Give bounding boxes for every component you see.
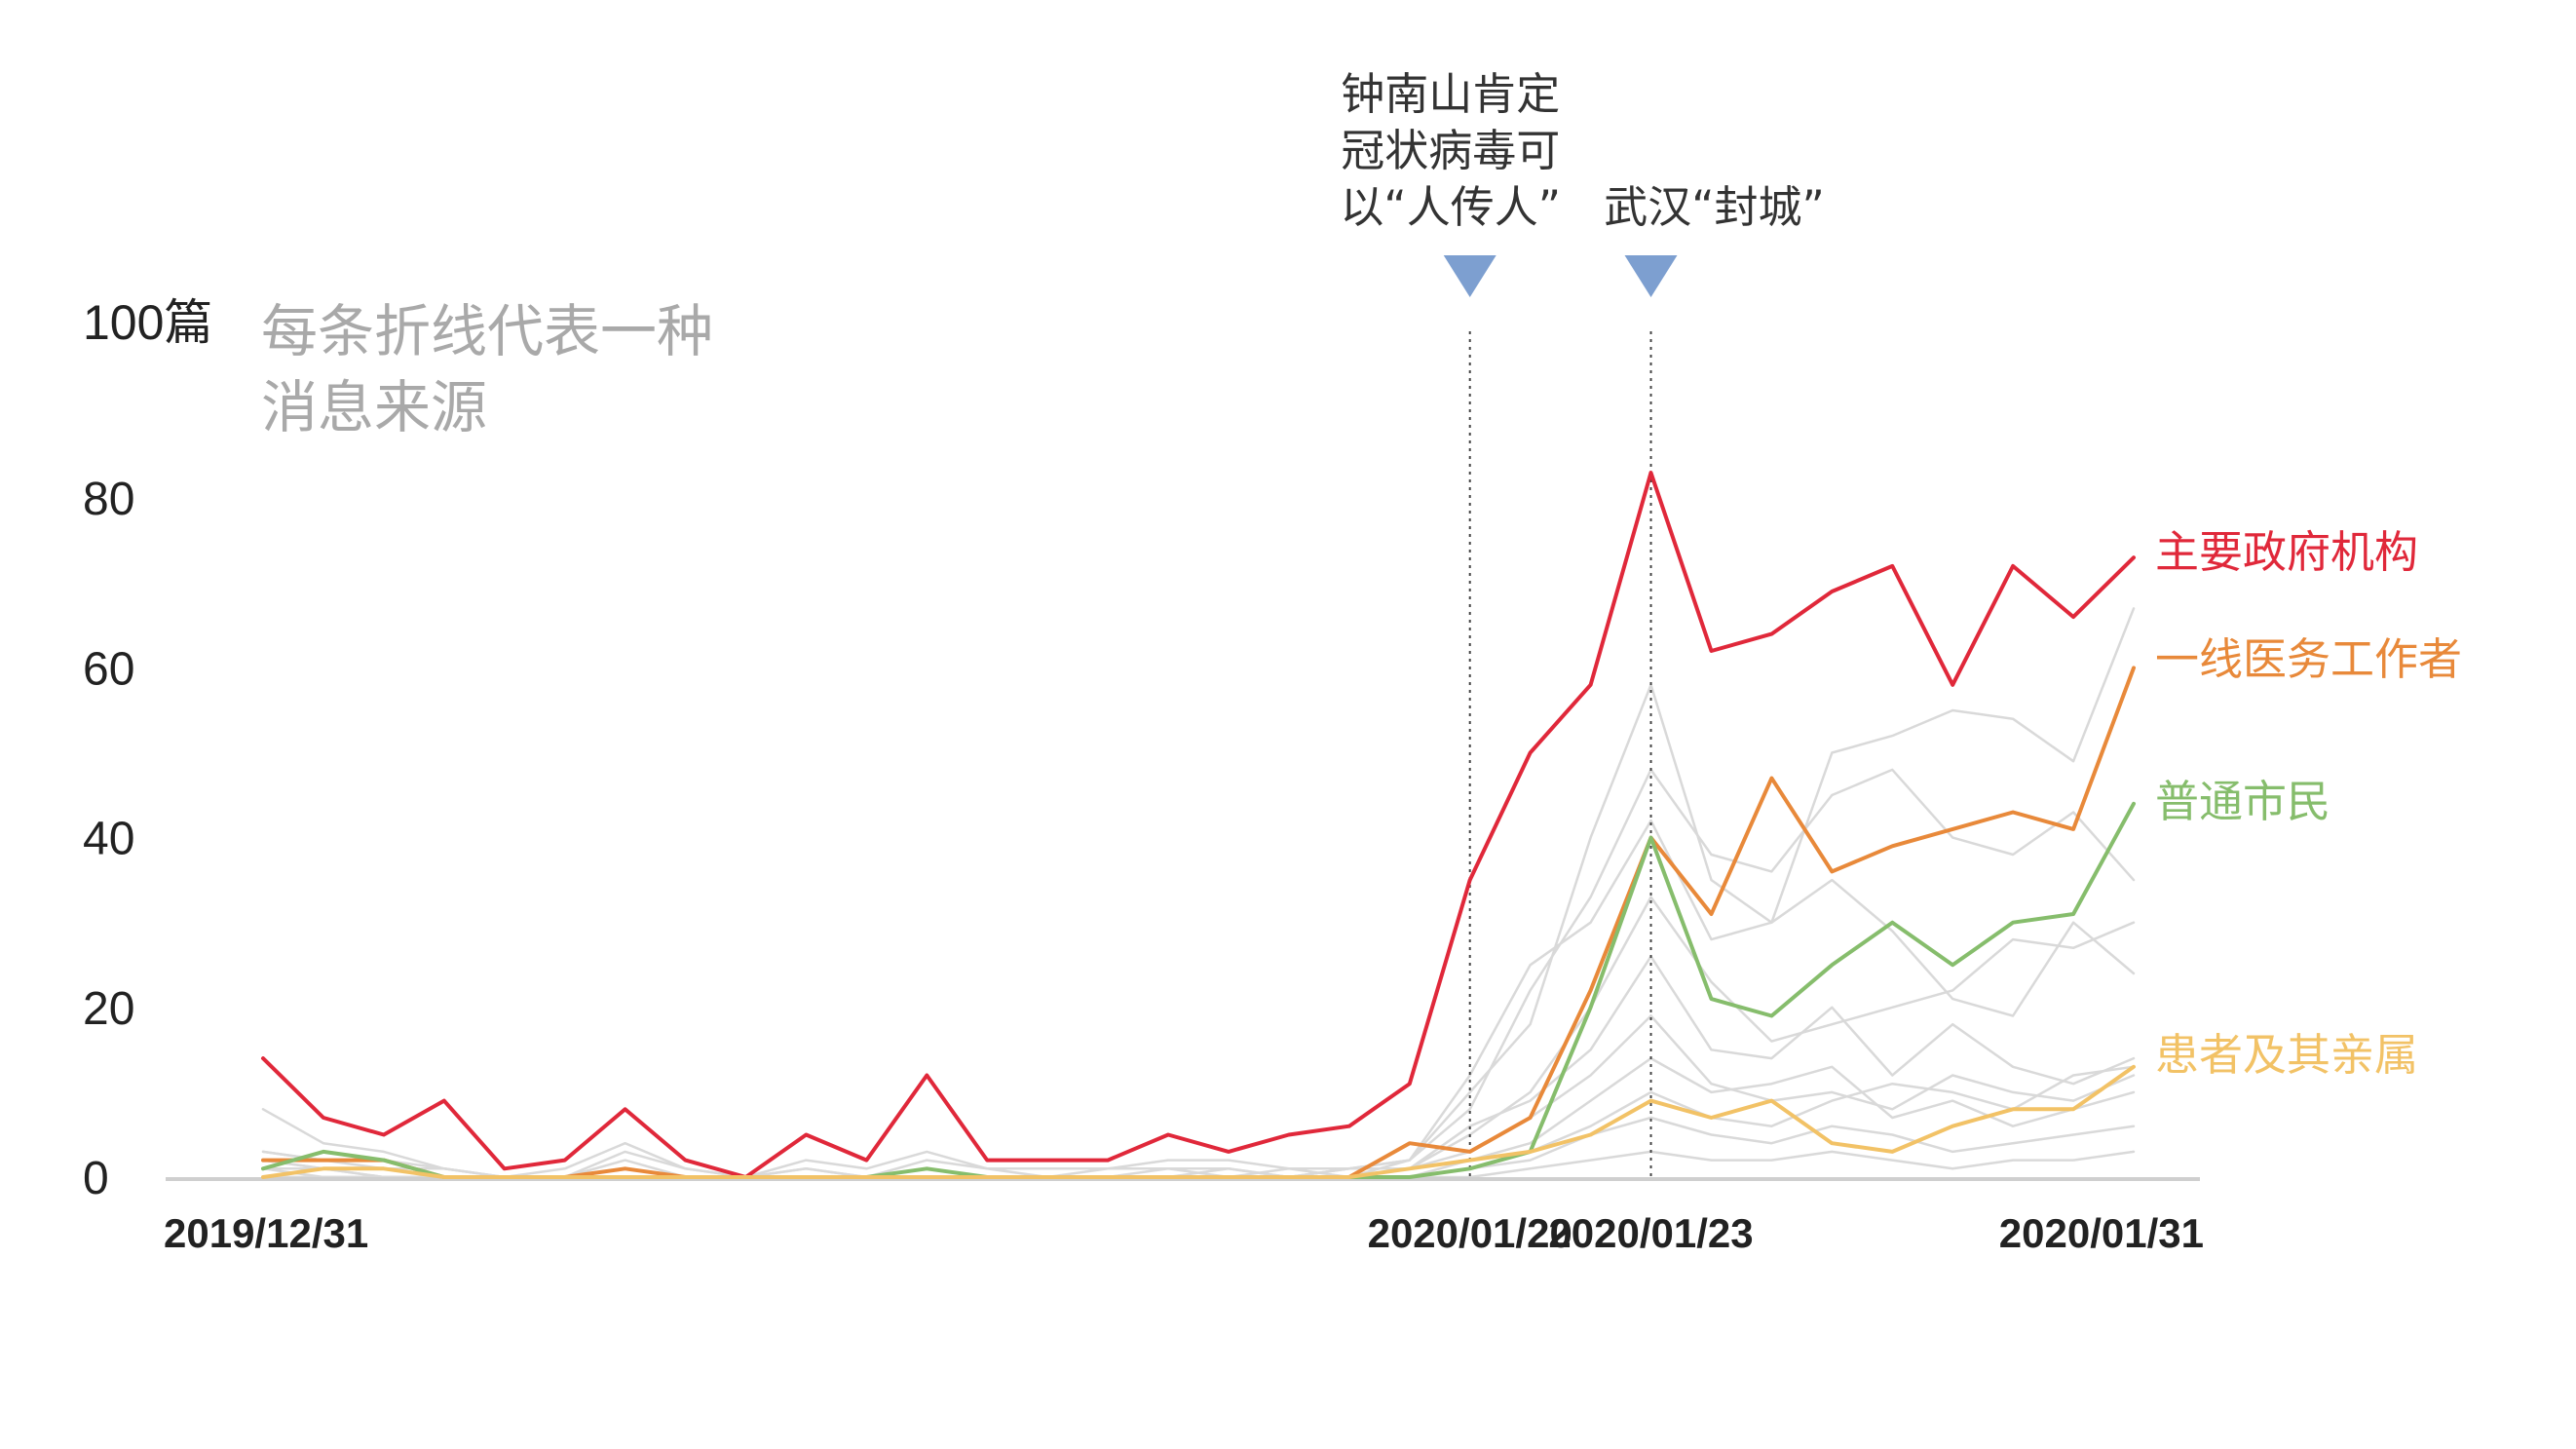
series-label: 患者及其亲属 (2155, 1029, 2418, 1081)
series-label: 主要政府机构 (2155, 526, 2418, 578)
x-tick-label: 2020/01/23 (1548, 1210, 1753, 1256)
y-tick-label: 40 (83, 814, 134, 865)
event-annotation: 以“人传人” (1340, 181, 1561, 233)
series-label: 普通市民 (2155, 776, 2330, 827)
x-tick-label: 2019/12/31 (164, 1210, 368, 1256)
highlighted-series-lines (261, 471, 2136, 1179)
event-marker-triangle (1624, 255, 1678, 297)
chart-note: 每条折线代表一种 (261, 298, 713, 364)
event-annotation: 武汉“封城” (1604, 181, 1825, 233)
y-tick-label: 0 (83, 1153, 109, 1204)
background-line-4 (261, 607, 2136, 1179)
event-marker-triangle (1443, 255, 1496, 297)
series-line-1 (261, 666, 2136, 1179)
y-unit-label: 100篇 (83, 295, 212, 350)
event-annotation: 钟南山肯定 (1341, 68, 1560, 120)
series-line-0 (261, 471, 2136, 1179)
y-tick-label: 60 (83, 643, 134, 695)
background-series-lines (261, 607, 2136, 1179)
x-tick-label: 2020/01/20 (1368, 1210, 1572, 1256)
background-line-5 (261, 768, 2136, 1179)
background-line-9 (261, 1014, 2136, 1179)
series-line-3 (261, 1064, 2136, 1179)
background-line-7 (261, 896, 2136, 1179)
series-label: 一线医务工作者 (2155, 633, 2462, 685)
event-annotation: 冠状病毒可 (1341, 125, 1560, 176)
background-line-6 (261, 819, 2136, 1179)
series-line-2 (261, 801, 2136, 1179)
chart-note: 消息来源 (261, 374, 487, 440)
y-tick-label: 20 (83, 983, 134, 1035)
y-tick-label: 80 (83, 474, 134, 525)
x-tick-label: 2020/01/31 (1999, 1210, 2204, 1256)
